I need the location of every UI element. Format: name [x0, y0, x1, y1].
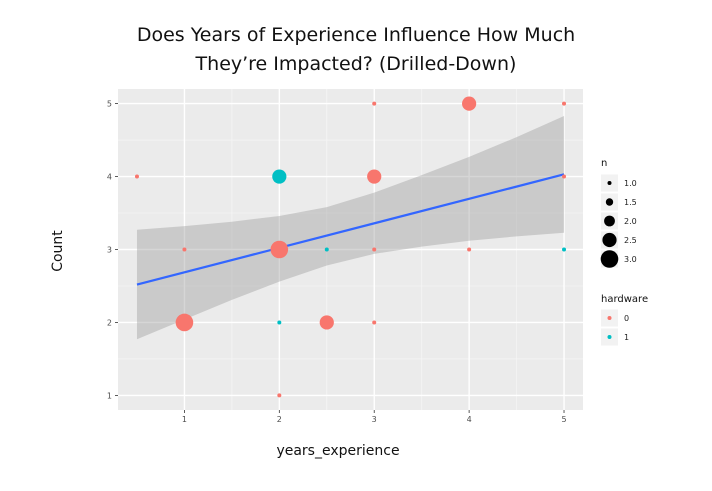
major-gridlines	[118, 89, 583, 410]
data-point	[324, 247, 329, 252]
color-legend-dot	[607, 316, 612, 320]
y-axis-title: Count	[50, 230, 66, 272]
size-legend-dot	[604, 215, 615, 227]
chart-title-line-1: Does Years of Experience Influence How M…	[136, 24, 576, 46]
color-legend: hardware 0 1	[601, 294, 648, 346]
data-point	[462, 96, 477, 111]
data-point	[319, 315, 334, 330]
color-legend-label: 0	[624, 314, 629, 323]
color-legend-label: 1	[624, 333, 629, 342]
data-point	[277, 320, 282, 325]
x-tick-label: 3	[372, 415, 377, 424]
y-tick-label: 2	[107, 318, 112, 327]
color-legend-title: hardware	[601, 294, 648, 305]
x-tick-label: 4	[467, 415, 472, 424]
x-axis-ticks: 1 2 3 4 5	[182, 410, 567, 424]
size-legend-label: 2.0	[624, 217, 637, 226]
data-point	[272, 169, 287, 184]
data-point	[562, 174, 567, 179]
data-point	[277, 393, 282, 398]
data-point	[134, 174, 139, 179]
size-legend-dot	[600, 250, 619, 268]
data-point	[175, 313, 194, 332]
data-point	[372, 101, 377, 106]
size-legend-label: 2.5	[624, 236, 637, 245]
x-axis-title: years_experience	[276, 443, 399, 459]
size-legend-dot	[602, 232, 617, 248]
data-point	[270, 240, 289, 259]
data-point	[372, 320, 377, 325]
size-legend-label: 3.0	[624, 255, 637, 264]
size-legend-dot	[605, 198, 614, 206]
x-tick-label: 1	[182, 415, 187, 424]
color-legend-dot	[607, 335, 612, 339]
data-point	[367, 169, 382, 184]
y-tick-label: 5	[107, 100, 112, 109]
data-point	[562, 247, 567, 252]
chart-title-line-2: They’re Impacted? (Drilled-Down)	[195, 53, 517, 75]
size-legend-label: 1.0	[624, 179, 637, 188]
y-tick-label: 3	[107, 246, 112, 255]
y-axis-ticks: 1 2 3 4 5	[107, 100, 118, 400]
trend-line	[136, 173, 565, 286]
confidence-ribbon	[136, 115, 565, 340]
size-legend-label: 1.5	[624, 198, 637, 207]
data-point	[372, 247, 377, 252]
y-tick-label: 1	[107, 391, 112, 400]
size-legend: n 1.0 1.5 2.0 2.5 3.0	[600, 158, 637, 268]
y-tick-label: 4	[107, 173, 112, 182]
data-point	[467, 247, 472, 252]
x-tick-label: 5	[561, 415, 566, 424]
data-points	[134, 96, 567, 398]
size-legend-title: n	[601, 158, 607, 169]
x-tick-label: 2	[277, 415, 282, 424]
data-point	[562, 101, 567, 106]
data-point	[182, 247, 187, 252]
size-legend-dot	[607, 181, 612, 185]
